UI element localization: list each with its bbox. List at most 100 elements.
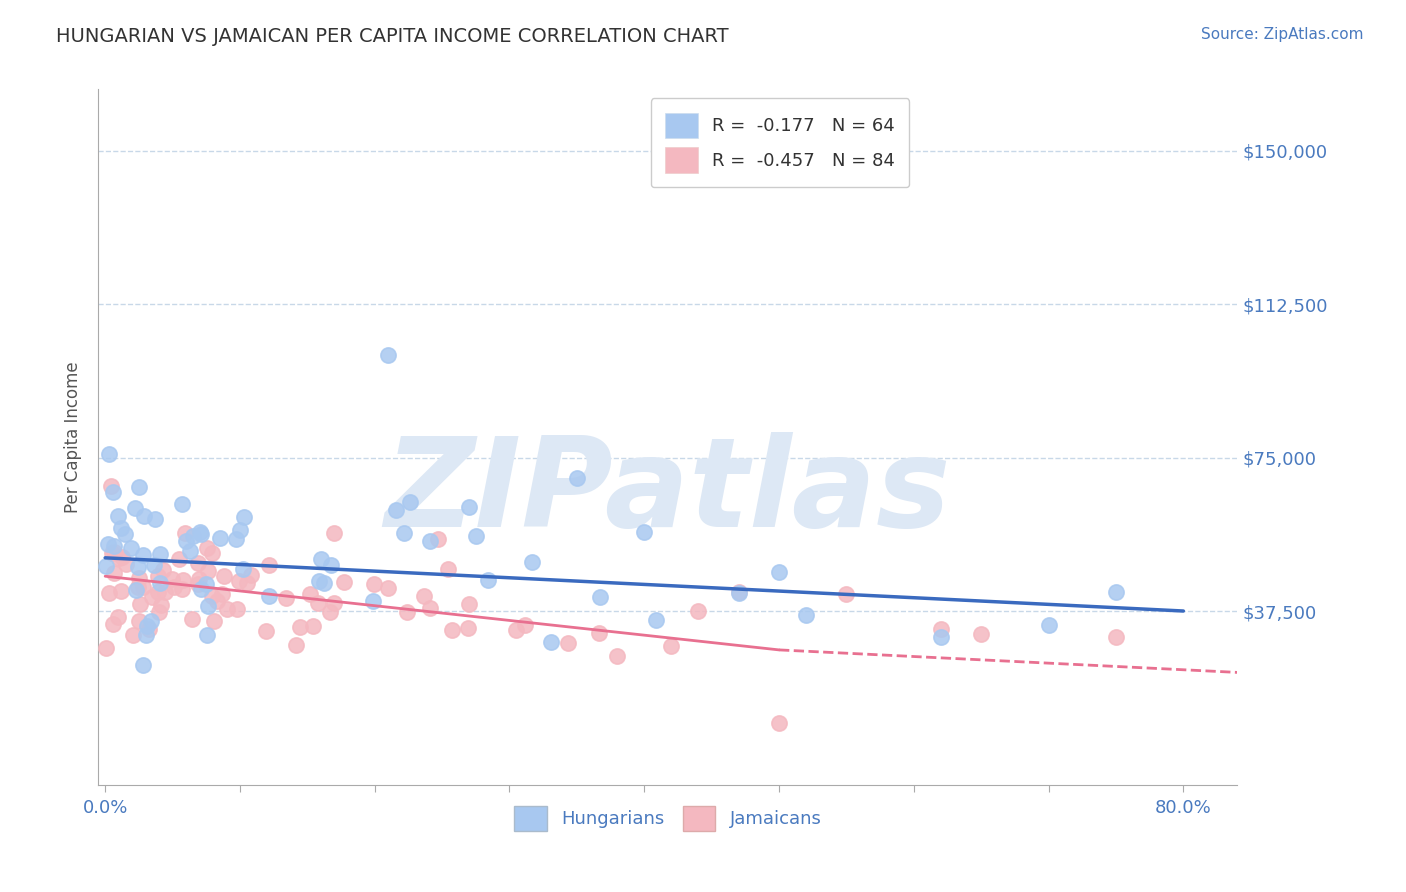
Point: [377, 582, 399, 596]
Point: [152, 563, 174, 577]
Point: [929, 623, 952, 637]
Point: [727, 585, 749, 599]
Point: [633, 525, 655, 540]
Point: [522, 555, 544, 569]
Point: [212, 569, 235, 583]
Point: [205, 593, 228, 607]
Point: [835, 587, 858, 601]
Point: [311, 551, 333, 566]
Text: Source: ZipAtlas.com: Source: ZipAtlas.com: [1201, 27, 1364, 42]
Point: [148, 605, 170, 619]
Point: [111, 549, 134, 564]
Point: [440, 623, 463, 637]
Point: [254, 624, 277, 638]
Point: [301, 619, 323, 633]
Point: [169, 552, 191, 566]
Point: [458, 500, 481, 514]
Point: [413, 590, 436, 604]
Point: [180, 612, 202, 626]
Point: [308, 574, 330, 588]
Point: [457, 621, 479, 635]
Point: [187, 556, 209, 570]
Point: [101, 485, 124, 500]
Point: [606, 649, 628, 664]
Point: [458, 597, 481, 611]
Point: [135, 628, 157, 642]
Point: [419, 601, 441, 615]
Point: [659, 639, 682, 653]
Point: [134, 508, 156, 523]
Point: [540, 634, 562, 648]
Point: [565, 471, 588, 485]
Point: [307, 596, 329, 610]
Point: [427, 532, 450, 546]
Point: [970, 627, 993, 641]
Point: [139, 614, 162, 628]
Point: [1038, 618, 1060, 632]
Point: [190, 526, 212, 541]
Point: [398, 495, 420, 509]
Point: [188, 525, 211, 540]
Point: [465, 529, 488, 543]
Point: [195, 577, 218, 591]
Point: [333, 575, 356, 590]
Point: [149, 598, 172, 612]
Point: [187, 577, 209, 591]
Point: [120, 541, 142, 555]
Text: ZIPatlas: ZIPatlas: [385, 433, 950, 553]
Point: [209, 532, 232, 546]
Point: [103, 566, 125, 580]
Point: [794, 607, 817, 622]
Point: [419, 533, 441, 548]
Point: [115, 558, 138, 572]
Point: [132, 658, 155, 673]
Point: [645, 613, 668, 627]
Text: HUNGARIAN VS JAMAICAN PER CAPITA INCOME CORRELATION CHART: HUNGARIAN VS JAMAICAN PER CAPITA INCOME …: [56, 27, 728, 45]
Point: [153, 584, 176, 599]
Point: [557, 636, 579, 650]
Point: [589, 590, 612, 604]
Point: [232, 562, 254, 576]
Point: [132, 580, 155, 594]
Point: [172, 573, 194, 587]
Point: [146, 585, 169, 599]
Point: [259, 589, 281, 603]
Point: [477, 573, 499, 587]
Point: [314, 576, 336, 591]
Point: [142, 558, 165, 572]
Point: [125, 583, 148, 598]
Point: [98, 586, 121, 600]
Point: [200, 589, 222, 603]
Point: [101, 546, 124, 560]
Point: [149, 548, 172, 562]
Point: [197, 599, 219, 613]
Point: [103, 545, 125, 559]
Y-axis label: Per Capita Income: Per Capita Income: [65, 361, 83, 513]
Point: [377, 348, 399, 362]
Point: [94, 559, 117, 574]
Point: [129, 597, 152, 611]
Point: [128, 480, 150, 494]
Point: [138, 623, 160, 637]
Point: [197, 564, 219, 578]
Point: [128, 614, 150, 628]
Point: [211, 587, 233, 601]
Point: [179, 544, 201, 558]
Point: [114, 526, 136, 541]
Point: [515, 617, 537, 632]
Point: [94, 641, 117, 656]
Point: [124, 501, 146, 516]
Point: [768, 566, 790, 580]
Point: [127, 580, 149, 594]
Point: [505, 623, 527, 637]
Point: [321, 558, 343, 573]
Point: [394, 525, 416, 540]
Point: [385, 502, 408, 516]
Point: [437, 562, 460, 576]
Point: [361, 594, 384, 608]
Point: [174, 526, 197, 541]
Point: [136, 619, 159, 633]
Point: [298, 587, 321, 601]
Point: [174, 533, 197, 548]
Point: [929, 630, 952, 644]
